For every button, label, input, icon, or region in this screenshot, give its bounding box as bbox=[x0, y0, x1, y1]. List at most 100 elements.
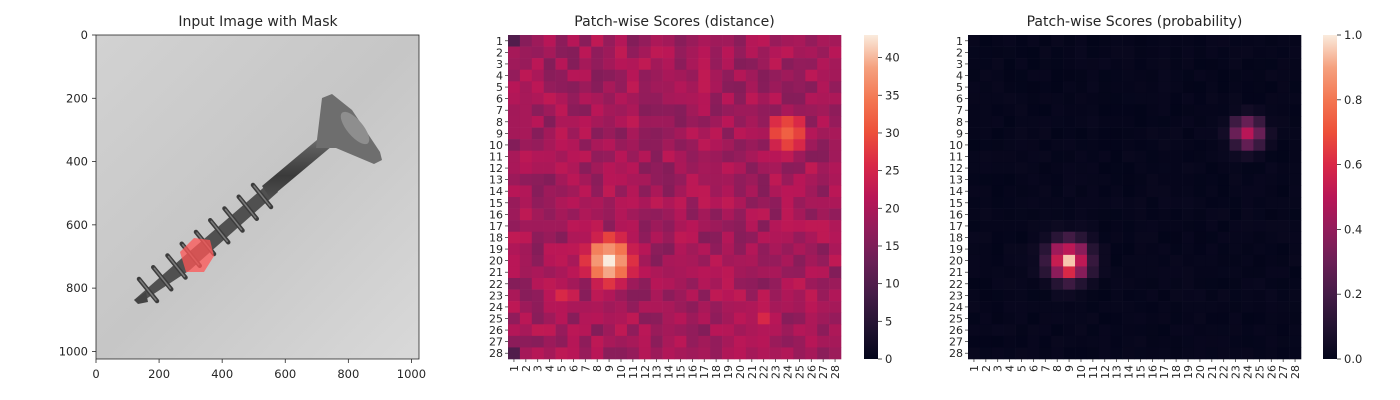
heatmap-cell bbox=[1098, 266, 1112, 279]
heatmap-cell bbox=[543, 69, 556, 82]
heatmap-cell bbox=[1015, 301, 1028, 314]
heatmap-cell bbox=[626, 324, 640, 337]
heatmap-cell bbox=[781, 185, 794, 198]
heatmap-cell bbox=[1277, 220, 1290, 233]
distance-colorbar bbox=[864, 35, 878, 359]
heatmap-cell bbox=[769, 92, 782, 105]
heatmap-cell bbox=[805, 347, 818, 360]
heatmap-cell bbox=[1205, 81, 1219, 94]
heatmap-cell bbox=[626, 81, 640, 94]
heatmap-cell bbox=[1193, 335, 1207, 348]
heatmap-cell bbox=[1122, 289, 1135, 302]
heatmap-cell bbox=[1003, 220, 1016, 233]
heatmap-cell bbox=[1193, 185, 1207, 198]
heatmap-cell bbox=[1229, 127, 1242, 140]
heatmap-cell bbox=[733, 116, 747, 128]
heatmap-cell bbox=[698, 150, 711, 163]
heatmap-cell bbox=[817, 254, 830, 267]
heatmap-cell bbox=[567, 150, 580, 163]
heatmap-cell bbox=[638, 116, 652, 128]
heatmap-cell bbox=[979, 243, 993, 256]
heatmap-cell bbox=[979, 46, 993, 59]
y-tick-label: 15 bbox=[489, 197, 503, 210]
heatmap-cell bbox=[1015, 312, 1028, 325]
heatmap-cell bbox=[650, 254, 663, 267]
heatmap-cell bbox=[591, 81, 604, 94]
heatmap-cell bbox=[591, 58, 604, 71]
y-tick-label: 22 bbox=[949, 278, 963, 291]
heatmap-cell bbox=[1182, 301, 1195, 314]
heatmap-cell bbox=[1086, 69, 1100, 82]
heatmap-cell bbox=[579, 301, 592, 314]
x-tick-label: 27 bbox=[817, 365, 830, 379]
heatmap-cell bbox=[555, 312, 568, 325]
heatmap-cell bbox=[1289, 243, 1302, 256]
heatmap-cell bbox=[1182, 104, 1195, 117]
heatmap-cell bbox=[1289, 173, 1302, 186]
heatmap-cell bbox=[567, 301, 580, 314]
heatmap-cell bbox=[745, 208, 759, 221]
heatmap-cell bbox=[1051, 185, 1064, 198]
heatmap-cell bbox=[1086, 231, 1100, 244]
heatmap-cell bbox=[733, 324, 747, 337]
heatmap-cell bbox=[1027, 324, 1040, 337]
heatmap-cell bbox=[1039, 266, 1052, 279]
heatmap-cell bbox=[1277, 162, 1290, 175]
heatmap-cell bbox=[968, 289, 981, 302]
x-tick-label: 10 bbox=[1075, 365, 1088, 379]
heatmap-cell bbox=[519, 347, 533, 360]
heatmap-cell bbox=[1075, 35, 1088, 47]
heatmap-cell bbox=[1158, 347, 1171, 360]
heatmap-cell bbox=[769, 312, 782, 325]
heatmap-cell bbox=[781, 335, 794, 348]
heatmap-cell bbox=[1193, 231, 1207, 244]
heatmap-cell bbox=[615, 324, 628, 337]
x-tick-label: 21 bbox=[746, 365, 759, 379]
heatmap-cell bbox=[817, 243, 830, 256]
heatmap-cell bbox=[686, 46, 699, 59]
heatmap-cell bbox=[662, 58, 675, 71]
heatmap-cell bbox=[1265, 312, 1278, 325]
heatmap-cell bbox=[968, 58, 981, 71]
heatmap-cell bbox=[555, 162, 568, 175]
heatmap-cell bbox=[1170, 69, 1183, 82]
heatmap-cell bbox=[757, 254, 770, 267]
heatmap-cell bbox=[1075, 139, 1088, 152]
heatmap-cell bbox=[1015, 208, 1028, 221]
heatmap-cell bbox=[1170, 347, 1183, 360]
heatmap-cell bbox=[686, 127, 699, 140]
y-tick-label: 20 bbox=[949, 255, 963, 268]
heatmap-cell bbox=[567, 162, 580, 175]
heatmap-cell bbox=[579, 185, 592, 198]
x-tick-label: 18 bbox=[710, 365, 723, 379]
heatmap-cell bbox=[579, 324, 592, 337]
heatmap-cell bbox=[1003, 289, 1016, 302]
heatmap-cell bbox=[1075, 243, 1088, 256]
heatmap-cell bbox=[817, 92, 830, 105]
heatmap-cell bbox=[508, 162, 521, 175]
heatmap-cell bbox=[968, 46, 981, 59]
heatmap-cell bbox=[781, 58, 794, 71]
heatmap-cell bbox=[1122, 254, 1135, 267]
heatmap-cell bbox=[567, 208, 580, 221]
x-tick-label: 0 bbox=[92, 367, 99, 381]
heatmap-cell bbox=[1086, 116, 1100, 128]
heatmap-cell bbox=[1170, 104, 1183, 117]
heatmap-cell bbox=[1122, 150, 1135, 163]
heatmap-cell bbox=[1015, 139, 1028, 152]
heatmap-cell bbox=[1265, 116, 1278, 128]
heatmap-cell bbox=[1098, 231, 1112, 244]
heatmap-cell bbox=[979, 220, 993, 233]
heatmap-cell bbox=[1229, 139, 1242, 152]
heatmap-cell bbox=[1134, 347, 1147, 360]
heatmap-cell bbox=[674, 347, 687, 360]
heatmap-cell bbox=[1205, 104, 1219, 117]
heatmap-cell bbox=[1051, 162, 1064, 175]
heatmap-cell bbox=[757, 150, 770, 163]
heatmap-cell bbox=[1265, 81, 1278, 94]
heatmap-cell bbox=[1122, 104, 1135, 117]
heatmap-cell bbox=[1289, 266, 1302, 279]
heatmap-cell bbox=[1075, 289, 1088, 302]
heatmap-cell bbox=[650, 278, 663, 290]
heatmap-cell bbox=[1193, 208, 1207, 221]
